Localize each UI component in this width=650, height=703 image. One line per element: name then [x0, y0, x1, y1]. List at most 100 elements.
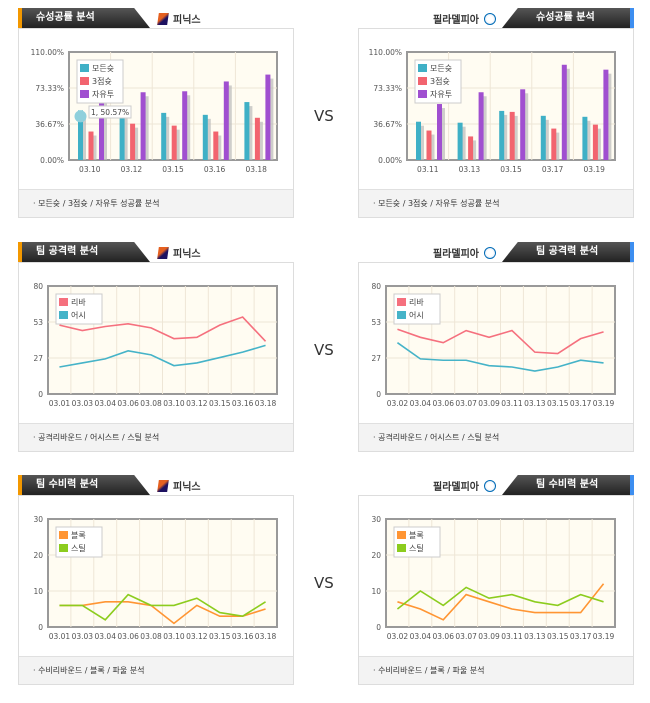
y-tick-label: 0	[376, 623, 381, 632]
bar-모든슛[interactable]	[416, 121, 421, 160]
team-label: 필라델피아	[433, 11, 496, 26]
bar-자유투[interactable]	[265, 74, 271, 160]
bar-자유투[interactable]	[140, 92, 146, 160]
team-name: 피닉스	[173, 15, 201, 26]
x-tick-label: 03.06	[433, 632, 455, 641]
legend-swatch	[397, 544, 406, 552]
legend-label: 블록	[71, 530, 86, 540]
right-panel-1: 슈성공률 분석 필라델피아 0.00% 36.67% 73.33% 110.00% 03…	[358, 8, 634, 218]
team-logo-icon	[157, 12, 169, 25]
bar-shadow	[268, 78, 274, 160]
vs-label: VS	[314, 574, 334, 592]
bar-자유투[interactable]	[478, 92, 484, 160]
y-tick-label: 20	[33, 551, 43, 560]
series-line-블록	[397, 583, 605, 621]
bar-3점슛[interactable]	[468, 136, 474, 160]
y-tick-label: 0	[38, 390, 43, 399]
bar-자유투[interactable]	[520, 89, 526, 160]
team-label: 필라델피아	[433, 478, 496, 493]
bar-3점슛[interactable]	[551, 128, 557, 160]
y-tick-label: 30	[371, 515, 381, 524]
x-tick-label: 03.06	[433, 399, 455, 408]
bar-모든슛[interactable]	[499, 110, 505, 160]
y-tick-label: 80	[33, 282, 43, 291]
y-tick-label: 27	[371, 354, 381, 363]
x-tick-label: 03.13	[524, 632, 546, 641]
bar-모든슛[interactable]	[244, 102, 250, 160]
x-tick-label: 03.13	[524, 399, 546, 408]
x-tick-label: 03.07	[455, 632, 477, 641]
legend-label: 리바	[409, 297, 424, 307]
bar-자유투[interactable]	[182, 91, 188, 160]
bar-모든슛[interactable]	[161, 112, 167, 160]
team-logo-icon	[484, 12, 496, 25]
bar-3점슛[interactable]	[426, 130, 432, 160]
x-tick-label: 03.12	[121, 165, 143, 174]
bar-shadow	[122, 110, 128, 160]
bar-모든슛[interactable]	[78, 110, 83, 160]
x-tick-label: 03.11	[417, 165, 439, 174]
x-tick-label: 03.18	[255, 399, 277, 408]
x-tick-label: 03.09	[478, 632, 500, 641]
bar-자유투[interactable]	[99, 99, 104, 160]
bar-자유투[interactable]	[223, 81, 229, 160]
bar-자유투[interactable]	[437, 104, 442, 160]
left-panel-2: 팀 공격력 분석 피닉스 0 27 53 80 03.01 03.03 03.04 03.06…	[18, 242, 294, 452]
bar-3점슛[interactable]	[88, 131, 94, 160]
x-tick-label: 03.02	[387, 399, 409, 408]
bar-shadow	[216, 135, 222, 160]
y-tick-label: 36.67%	[373, 120, 402, 129]
bar-3점슛[interactable]	[509, 111, 515, 160]
legend-label: 어시	[71, 310, 86, 320]
bar-shadow	[471, 140, 477, 160]
bar-shadow	[133, 127, 139, 160]
y-tick-label: 110.00%	[369, 48, 402, 57]
bar-shadow	[554, 132, 560, 160]
y-tick-label: 0.00%	[378, 156, 402, 165]
y-tick-label: 73.33%	[373, 84, 402, 93]
bar-shadow	[102, 103, 107, 160]
bar-shadow	[143, 96, 149, 160]
x-tick-label: 03.11	[501, 399, 523, 408]
bar-shadow	[174, 129, 180, 160]
bar-3점슛[interactable]	[213, 131, 219, 160]
bar-3점슛[interactable]	[592, 124, 598, 160]
vs-label: VS	[314, 341, 334, 359]
bar-3점슛[interactable]	[254, 117, 260, 160]
y-tick-label: 0	[38, 623, 43, 632]
x-tick-label: 03.15	[162, 165, 184, 174]
bar-자유투[interactable]	[603, 69, 609, 160]
legend-label: 자유투	[92, 90, 114, 99]
legend-swatch	[80, 90, 89, 98]
bar-shadow	[543, 119, 549, 160]
legend-swatch	[59, 531, 68, 539]
x-tick-label: 03.09	[478, 399, 500, 408]
y-tick-label: 27	[33, 354, 43, 363]
left-panel-1: 슈성공률 분석 피닉스 0.00% 36.67% 73.33% 110.00% 03.1…	[18, 8, 294, 218]
bar-모든슛[interactable]	[202, 114, 208, 160]
bar-3점슛[interactable]	[130, 123, 136, 160]
bar-자유투[interactable]	[561, 64, 567, 160]
team-logo-icon	[484, 246, 496, 259]
x-tick-label: 03.03	[72, 632, 94, 641]
bar-모든슛[interactable]	[457, 122, 463, 160]
bar-shadow	[502, 114, 508, 160]
x-tick-label: 03.16	[204, 165, 226, 174]
x-tick-label: 03.15	[209, 632, 231, 641]
bar-모든슛[interactable]	[582, 116, 588, 160]
chart-card: 0 27 53 80 03.01 03.03 03.04 03.06 03.08 03.10 03.…	[18, 262, 294, 452]
team-logo-icon	[484, 479, 496, 492]
bar-모든슛[interactable]	[540, 115, 546, 160]
bar-shadow	[257, 121, 263, 160]
x-tick-label: 03.15	[547, 632, 569, 641]
chart-card: 0 10 20 30 03.01 03.03 03.04 03.06 03.08 03.10 03.…	[18, 495, 294, 685]
bar-3점슛[interactable]	[171, 125, 177, 160]
chart-footer: · 모든슛 / 3점슛 / 자유투 성공률 분석	[359, 189, 633, 217]
x-tick-label: 03.17	[542, 165, 564, 174]
bar-shadow	[185, 95, 191, 160]
x-tick-label: 03.04	[95, 632, 117, 641]
bar-shadow	[460, 126, 466, 160]
bar-모든슛[interactable]	[119, 106, 125, 160]
